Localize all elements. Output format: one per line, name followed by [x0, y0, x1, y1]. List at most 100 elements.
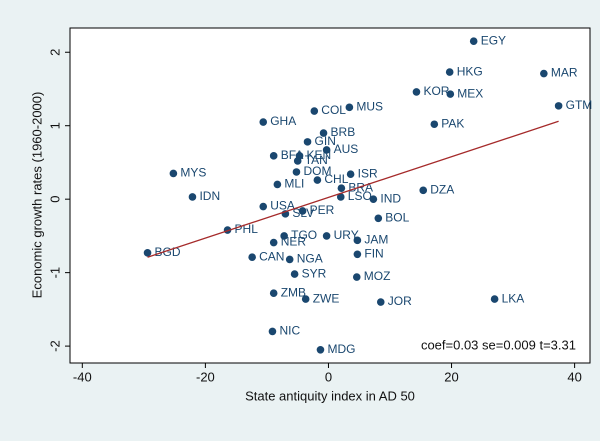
- point-label: LSO: [348, 189, 372, 203]
- point: [290, 270, 299, 278]
- point: [540, 69, 548, 78]
- point-label: CHL: [324, 172, 348, 186]
- point: [269, 152, 278, 160]
- point: [322, 146, 331, 154]
- point-label: USA: [270, 199, 295, 213]
- point: [554, 102, 563, 110]
- point-label: GTM: [566, 98, 593, 112]
- point: [292, 168, 301, 176]
- point: [301, 295, 310, 303]
- point: [293, 157, 302, 165]
- point: [352, 273, 361, 281]
- point-label: IDN: [199, 189, 220, 203]
- point: [345, 103, 354, 112]
- point: [319, 129, 328, 137]
- point: [469, 37, 478, 46]
- point: [374, 214, 383, 223]
- point: [353, 236, 362, 245]
- point: [337, 184, 346, 192]
- y-tick-label: -2: [47, 340, 62, 352]
- point-label: EGY: [481, 33, 506, 47]
- point-label: NIC: [279, 324, 300, 338]
- point-label: PHL: [235, 222, 259, 236]
- point-label: PER: [310, 203, 335, 217]
- point-label: GHA: [270, 114, 296, 128]
- point-label: TGO: [291, 228, 317, 242]
- fit-line: [147, 120, 559, 258]
- point: [298, 207, 307, 215]
- point-label: MEX: [457, 86, 483, 100]
- point-label: FIN: [364, 246, 383, 260]
- point-label: GIN: [315, 134, 336, 148]
- point-label: PAK: [441, 116, 464, 130]
- point-label: MUS: [356, 100, 383, 114]
- point: [310, 107, 319, 115]
- point: [316, 345, 325, 354]
- point: [188, 193, 197, 201]
- point-label: MYS: [180, 166, 206, 180]
- point-label: DZA: [430, 183, 454, 197]
- point: [169, 169, 178, 178]
- point-label: NGA: [297, 252, 323, 266]
- point: [303, 138, 312, 146]
- annotation: coef=0.03 se=0.009 t=3.31: [421, 337, 576, 352]
- y-tick-label: -1: [47, 267, 62, 279]
- plot-area: [69, 27, 591, 364]
- point: [248, 253, 256, 262]
- y-tick-label: 1: [47, 122, 62, 129]
- point: [322, 232, 331, 240]
- point: [313, 176, 322, 184]
- point-label: CAN: [259, 249, 284, 263]
- point: [273, 180, 282, 189]
- point: [285, 255, 294, 264]
- point: [268, 327, 277, 336]
- point-label: MOZ: [364, 269, 391, 283]
- point-label: LKA: [502, 291, 525, 305]
- point: [336, 193, 345, 201]
- point: [269, 238, 278, 247]
- point-label: MAR: [551, 66, 578, 80]
- point-label: COL: [321, 103, 346, 117]
- point-label: HKG: [457, 64, 483, 78]
- x-tick-label: 20: [444, 369, 458, 384]
- point: [353, 250, 362, 259]
- point-label: ISR: [358, 166, 378, 180]
- x-tick-label: -20: [196, 369, 215, 384]
- point-label: TAN: [305, 153, 328, 167]
- point: [143, 249, 152, 257]
- x-tick-label: 0: [325, 369, 332, 384]
- point: [376, 298, 385, 306]
- point: [446, 90, 455, 98]
- point-label: JAM: [364, 232, 388, 246]
- point-label: KEN: [307, 148, 332, 162]
- point: [445, 68, 454, 76]
- point: [280, 232, 288, 240]
- point: [346, 170, 355, 178]
- y-tick-label: 2: [47, 49, 62, 56]
- point-label: MLI: [284, 177, 304, 191]
- point-label: DOM: [303, 164, 331, 178]
- point: [490, 295, 499, 303]
- point-label: KOR: [423, 84, 449, 98]
- point-label: BRB: [331, 125, 356, 139]
- x-tick-label: 40: [567, 369, 581, 384]
- point-label: URY: [334, 228, 359, 242]
- x-tick-label: -40: [73, 369, 92, 384]
- point: [430, 120, 439, 129]
- point-label: JOR: [388, 294, 412, 308]
- y-tick-label: 0: [47, 196, 62, 203]
- point-label: ZMB: [281, 285, 306, 299]
- point-label: AUS: [334, 142, 359, 156]
- point: [419, 186, 428, 195]
- point: [259, 118, 268, 126]
- point: [259, 202, 268, 211]
- point: [412, 88, 421, 96]
- point-label: SYR: [302, 266, 327, 280]
- x-axis-title: State antiquity index in AD 50: [245, 388, 415, 403]
- point-label: IND: [380, 191, 401, 205]
- y-axis-title: Economic growth rates (1960-2000): [29, 92, 44, 299]
- point-label: ZWE: [313, 291, 340, 305]
- point-label: NER: [281, 235, 307, 249]
- point-label: MDG: [327, 342, 355, 356]
